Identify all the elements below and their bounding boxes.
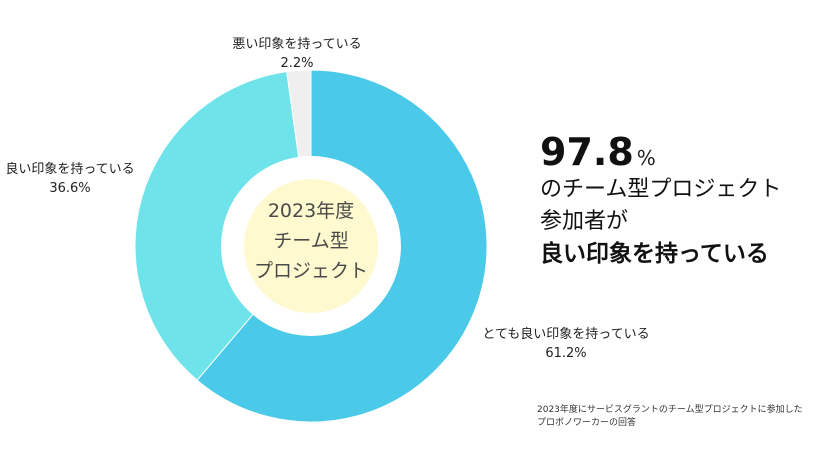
footnote-line-1: 2023年度にサービスグラントのチーム型プロジェクトに参加した <box>537 405 803 415</box>
center-label: 2023年度 チーム型 プロジェクト <box>236 196 386 286</box>
slice-labels: とても良い印象を持っている 61.2% 良い印象を持っている 36.6% 悪い印象を持っ… <box>5 37 649 361</box>
slice-label-3: 悪い印象を持っている <box>232 37 361 52</box>
center-disc <box>244 179 378 313</box>
slice-label-1: とても良い印象を持っている <box>482 326 649 342</box>
headline-number: 97.8 <box>540 130 634 174</box>
footnote: 2023年度にサービスグラントのチーム型プロジェクトに参加した プロボノワーカー… <box>537 404 832 430</box>
headline-line-3: 良い印象を持っている <box>540 241 769 267</box>
headline-unit: % <box>636 146 656 170</box>
slice-label-2: 良い印象を持っている <box>5 161 134 177</box>
slice-value-1: 61.2% <box>545 346 586 361</box>
headline-line-1: のチーム型プロジェクト <box>540 177 782 202</box>
headline-line-2: 参加者が <box>540 209 629 234</box>
slice-2 <box>134 71 312 381</box>
center-label-line-1: 2023年度 <box>267 200 355 222</box>
slice-value-3: 2.2% <box>280 56 313 71</box>
slice-value-2: 36.6% <box>49 181 90 196</box>
footnote-line-2: プロボノワーカーの回答 <box>537 418 637 428</box>
headline: 97.8% のチーム型プロジェクト 参加者が 良い印象を持っている <box>540 130 830 270</box>
center-label-line-2: チーム型 <box>273 230 349 252</box>
center-label-line-3: プロジェクト <box>253 260 368 282</box>
